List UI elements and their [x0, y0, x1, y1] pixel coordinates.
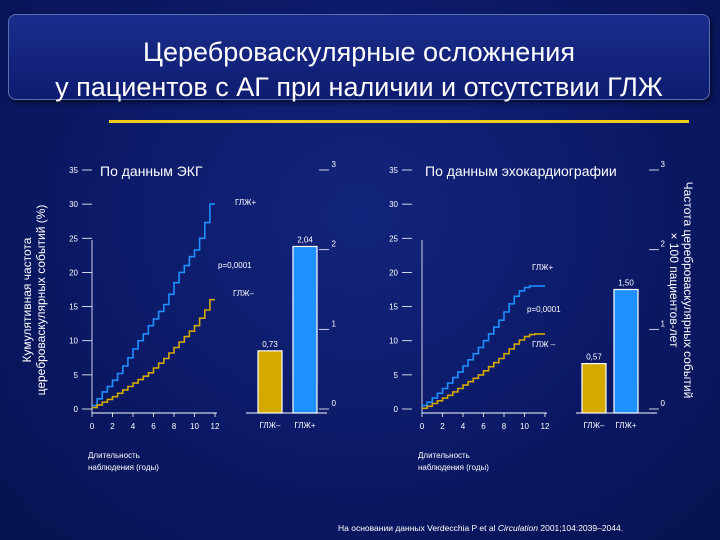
p2-xtick-label: 12	[541, 422, 550, 431]
p1-bar-category-label: ГЛЖ–	[260, 421, 282, 430]
p1-xtick-label: 0	[90, 422, 95, 431]
p1-ytick-label: 5	[74, 371, 79, 380]
p2-bar-category-label: ГЛЖ–	[584, 421, 606, 430]
p2-ytick-label: 0	[394, 405, 399, 414]
p1-xtick-label: 8	[172, 422, 177, 431]
p2-bar-value-label: 1,50	[618, 279, 634, 288]
title-box: Цереброваскулярные осложнения у пациенто…	[8, 14, 710, 102]
p2-bar-lvh-plus	[613, 288, 639, 414]
p1-xlabel-line-2: наблюдения (годы)	[88, 463, 159, 472]
p2-series-lvh-minus-line	[422, 333, 545, 410]
p1-series-lvh-plus-line	[92, 203, 215, 407]
left-axis-label-line-1: Кумулятивная частота	[20, 237, 34, 362]
p1-ytick-label: 35	[69, 166, 78, 175]
p1-xtick-label: 2	[110, 422, 115, 431]
p1-series-lvh-minus-line	[92, 298, 215, 409]
p2-xtick-label: 8	[502, 422, 507, 431]
p2-ytick-label: 30	[389, 200, 398, 209]
p1-ytick-label: 10	[69, 337, 78, 346]
page-title-line-1: Цереброваскулярные осложнения	[143, 37, 575, 67]
p2-xtick-label: 10	[520, 422, 529, 431]
p2-ytick-label: 5	[394, 371, 399, 380]
p1-ytick-label: 15	[69, 303, 78, 312]
p2-ytick-label: 20	[389, 268, 398, 277]
p1-bar-ytick-label: 2	[332, 240, 337, 249]
p2-bar-ytick-label: 0	[661, 399, 666, 408]
p2-ytick-label: 10	[389, 337, 398, 346]
p1-xtick-label: 6	[151, 422, 156, 431]
p1-ytick-label: 0	[74, 405, 79, 414]
title-divider	[109, 120, 689, 123]
p1-ytick-label: 30	[69, 200, 78, 209]
p2-bar-category-label: ГЛЖ+	[615, 421, 637, 430]
page-title-line-2: у пациентов с АГ при наличии и отсутстви…	[55, 72, 663, 102]
p2-bar-ytick-label: 2	[661, 240, 666, 249]
p1-bar-value-label: 2,04	[297, 235, 313, 244]
p1-ytick-label: 20	[69, 268, 78, 277]
p2-xlabel-line-1: Длительность	[418, 451, 470, 460]
p2-bar-ytick-label: 3	[661, 160, 666, 169]
p2-xtick-label: 0	[420, 422, 425, 431]
p1-bar-lvh-plus	[292, 245, 318, 414]
source-prefix: На основании данных Verdecchia P et al	[338, 523, 498, 533]
p1-xtick-label: 4	[131, 422, 136, 431]
p2-p-value: p=0,0001	[527, 305, 561, 314]
p1-xlabel-line-1: Длительность	[88, 451, 140, 460]
p2-ytick-label: 35	[389, 166, 398, 175]
source-suffix: 2001;104:2039–2044.	[538, 523, 624, 533]
left-axis-label-line-2: цереброваскулярных событий (%)	[34, 205, 48, 396]
source-journal: Circulation	[497, 523, 539, 533]
p1-title: По данным ЭКГ	[100, 163, 203, 179]
p1-series-label-minus: ГЛЖ–	[233, 289, 255, 298]
p1-bar-ytick-label: 3	[332, 160, 337, 169]
p1-bar-lvh-minus	[257, 350, 283, 414]
p1-xtick-label: 10	[190, 422, 199, 431]
p2-xlabel-line-2: наблюдения (годы)	[418, 463, 489, 472]
p1-bar-category-label: ГЛЖ+	[294, 421, 316, 430]
p2-xtick-label: 6	[481, 422, 486, 431]
p1-bar-ytick-label: 0	[332, 399, 337, 408]
right-axis-label-line-1: Частота цереброваскулярных событий	[681, 182, 695, 399]
right-axis-label-line-2: × 100 пациентов-лет	[667, 233, 681, 348]
p1-bar-ytick-label: 1	[332, 319, 337, 328]
p1-p-value: p=0,0001	[218, 261, 252, 270]
p2-series-lvh-plus-line	[422, 285, 545, 407]
p1-xtick-label: 12	[211, 422, 220, 431]
p2-series-label-minus: ГЛЖ –	[532, 340, 556, 349]
p2-xtick-label: 4	[461, 422, 466, 431]
p2-xtick-label: 2	[440, 422, 445, 431]
p2-bar-value-label: 0,57	[586, 353, 602, 362]
p2-ytick-label: 25	[389, 234, 398, 243]
p2-title: По данным эхокардиографии	[425, 163, 617, 179]
p2-bar-ytick-label: 1	[661, 319, 666, 328]
p2-series-label-plus: ГЛЖ+	[532, 263, 554, 272]
p2-ytick-label: 15	[389, 303, 398, 312]
p2-bar-lvh-minus	[581, 362, 607, 414]
p1-ytick-label: 25	[69, 234, 78, 243]
p1-series-label-plus: ГЛЖ+	[235, 198, 257, 207]
source-citation: На основании данных Verdecchia P et al C…	[338, 523, 623, 533]
p1-bar-value-label: 0,73	[262, 340, 278, 349]
